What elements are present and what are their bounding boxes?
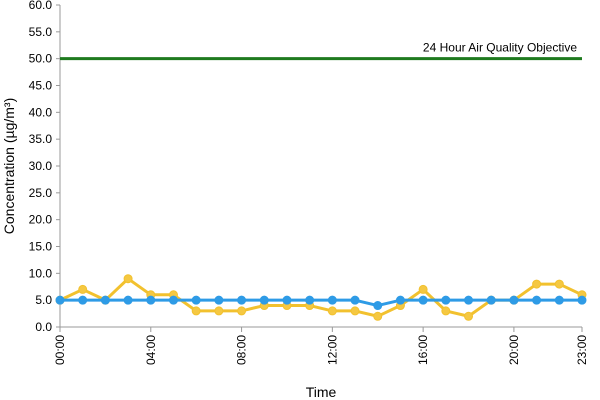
data-point	[554, 295, 564, 305]
y-tick-label: 25.0	[29, 186, 53, 200]
data-point	[464, 295, 474, 305]
y-tick-label: 5.0	[35, 293, 52, 307]
data-point	[373, 301, 383, 311]
data-point	[78, 295, 88, 305]
x-tick-label: 20:00	[507, 335, 521, 365]
data-point	[509, 295, 519, 305]
x-tick-label: 08:00	[235, 335, 249, 365]
data-point	[237, 295, 247, 305]
data-point	[191, 306, 201, 316]
y-tick-label: 0.0	[35, 320, 52, 334]
data-point	[123, 274, 133, 284]
reference-line-group: 24 Hour Air Quality Objective	[60, 41, 582, 61]
x-axis-title: Time	[306, 384, 337, 400]
y-tick-label: 35.0	[29, 132, 53, 146]
data-point	[282, 295, 292, 305]
data-point	[146, 295, 156, 305]
data-point	[418, 295, 428, 305]
y-tick-label: 40.0	[29, 105, 53, 119]
data-point	[305, 295, 315, 305]
series-group	[55, 274, 587, 321]
data-point	[554, 279, 564, 289]
data-point	[214, 306, 224, 316]
data-point	[373, 311, 383, 321]
reference-line-label: 24 Hour Air Quality Objective	[423, 41, 577, 55]
data-point	[418, 284, 428, 294]
y-tick-label: 30.0	[29, 159, 53, 173]
data-point	[214, 295, 224, 305]
series-2-line	[60, 298, 582, 308]
x-tick-label: 23:00	[575, 335, 589, 365]
x-tick-label: 12:00	[325, 335, 339, 365]
data-point	[464, 311, 474, 321]
series-1	[55, 274, 587, 321]
data-point	[168, 295, 178, 305]
data-point	[395, 295, 405, 305]
series-1-line	[59, 277, 583, 318]
y-tick-label: 15.0	[29, 240, 53, 254]
data-point	[259, 295, 269, 305]
y-axis: 0.0 5.0 10.0 15.0 20.0 25.0 30.0 35.0 40.0 45.0 50…	[29, 0, 61, 334]
x-tick-label: 04:00	[144, 335, 158, 365]
data-point	[123, 295, 133, 305]
data-point	[577, 295, 587, 305]
data-point	[327, 306, 337, 316]
y-tick-label: 60.0	[29, 0, 53, 12]
data-point	[237, 306, 247, 316]
x-tick-label: 16:00	[416, 335, 430, 365]
data-point	[486, 295, 496, 305]
y-tick-label: 50.0	[29, 52, 53, 66]
series-2	[55, 295, 587, 311]
data-point	[441, 295, 451, 305]
x-tick-label: 00:00	[53, 335, 67, 365]
data-point	[441, 306, 451, 316]
y-tick-label: 10.0	[29, 266, 53, 280]
data-point	[55, 295, 65, 305]
data-point	[350, 295, 360, 305]
x-axis: 00:00 04:00 08:00 12:00 16:00 20:00 23:00	[53, 326, 589, 365]
data-point	[327, 295, 337, 305]
data-point	[191, 295, 201, 305]
data-point	[78, 284, 88, 294]
data-point	[532, 295, 542, 305]
data-point	[100, 295, 110, 305]
y-axis-title: Concentration (µg/m³)	[1, 98, 17, 234]
data-point	[350, 306, 360, 316]
data-point	[532, 279, 542, 289]
y-tick-label: 55.0	[29, 25, 53, 39]
y-tick-label: 45.0	[29, 79, 53, 93]
y-tick-label: 20.0	[29, 213, 53, 227]
